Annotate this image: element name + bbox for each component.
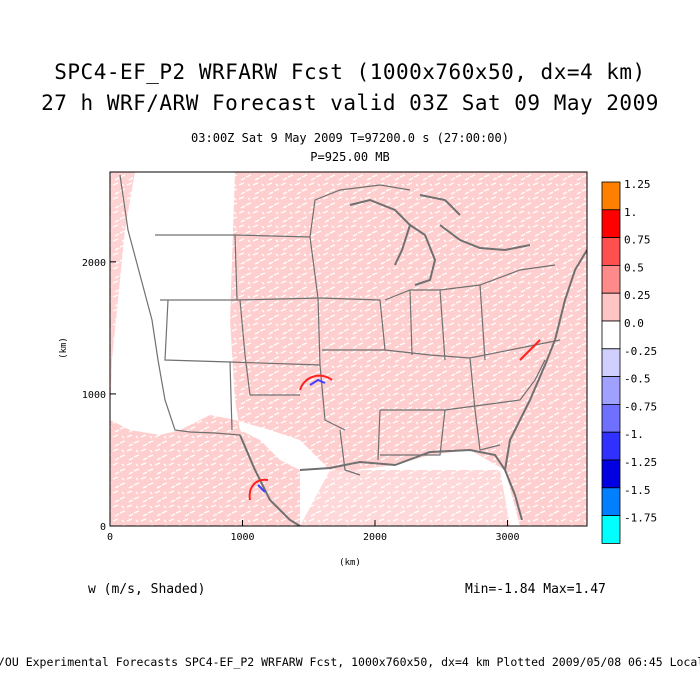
plot-title-line1: SPC4-EF_P2 WRFARW Fcst (1000x760x50, dx=… [54,60,646,84]
y-tick-label: 2000 [82,258,106,269]
colorbar-swatch [601,209,621,239]
pressure-level-subtitle: P=925.00 MB [310,150,390,164]
min-max-readout: Min=-1.84 Max=1.47 [465,582,606,597]
colorbar-label: 1.25 [624,178,651,191]
colorbar-swatch [601,403,621,433]
colorbar-swatch [601,348,621,377]
colorbar-label: -0.5 [624,373,651,386]
state-boundaries [119,174,561,476]
field-label: w (m/s, Shaded) [88,582,206,597]
colorbar-swatch [601,237,621,266]
colorbar-label: 0.0 [624,317,644,330]
positive-w-shading [110,172,587,526]
convective-downdraft-texas [257,484,266,493]
colorbar-label: -1.75 [624,512,657,525]
colorbar-swatch [601,459,621,489]
ocean-shading-west [110,172,135,420]
colorbar-label: 0.75 [624,234,651,247]
plot-title-line2: 27 h WRF/ARW Forecast valid 03Z Sat 09 M… [41,91,659,115]
y-tick-label: 1000 [82,390,106,401]
x-tick-label: 0 [107,532,113,543]
colorbar-swatch [601,181,621,211]
colorbar-swatch [601,320,621,350]
y-axis-unit: (km) [59,337,69,359]
convective-updraft-carolina [519,339,541,361]
colorbar: 1.25 1. 0.75 0.5 0.25 0.0 -0.25 -0.5 -0.75 -1. -1.… [601,178,657,544]
colorbar-label: -0.75 [624,400,657,413]
colorbar-swatch [601,264,621,294]
y-axis: 0 1000 2000 [82,258,116,533]
convective-updraft-oklahoma [299,374,333,391]
colorbar-label: -1. [624,428,644,441]
colorbar-swatch [601,515,621,544]
colorbar-swatch [601,487,621,516]
colorbar-label: 1. [624,206,637,219]
valid-time-subtitle: 03:00Z Sat 9 May 2009 T=97200.0 s (27:00… [191,131,509,145]
y-tick-label: 0 [100,522,106,533]
x-axis: 0 1000 2000 3000 [107,520,520,543]
colorbar-swatch [601,292,621,322]
colorbar-label: 0.25 [624,289,651,302]
x-tick-label: 1000 [230,532,254,543]
colorbar-label: -1.25 [624,456,657,469]
plot-frame [109,171,588,527]
x-tick-label: 2000 [363,532,387,543]
colorbar-label: 0.5 [624,261,644,274]
convective-downdraft-oklahoma [309,378,326,386]
map-area [110,172,587,526]
convective-updraft-texas [248,478,269,501]
x-tick-label: 3000 [495,532,519,543]
x-axis-unit: (km) [339,558,361,568]
plot-footer-credit: /OU Experimental Forecasts SPC4-EF_P2 WR… [0,655,700,669]
colorbar-swatch [601,376,621,405]
colorbar-label: -1.5 [624,484,651,497]
colorbar-swatch [601,431,621,461]
gulf-shading [300,470,510,526]
coastlines [239,194,587,526]
colorbar-label: -0.25 [624,345,657,358]
